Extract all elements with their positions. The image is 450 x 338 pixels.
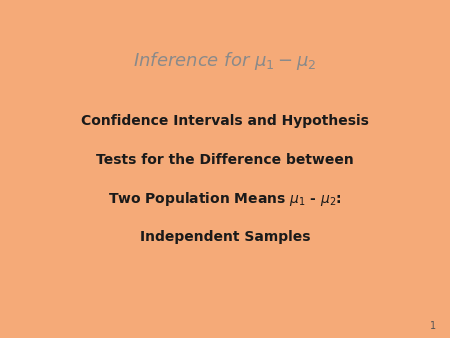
Text: 1: 1 xyxy=(430,321,436,331)
Text: Confidence Intervals and Hypothesis: Confidence Intervals and Hypothesis xyxy=(81,114,369,128)
Text: Two Population Means $\mu_1$ - $\mu_2$:: Two Population Means $\mu_1$ - $\mu_2$: xyxy=(108,190,342,208)
Text: Inference for $\mu_1 - \mu_2$: Inference for $\mu_1 - \mu_2$ xyxy=(133,50,317,72)
Text: Independent Samples: Independent Samples xyxy=(140,231,310,244)
Text: Tests for the Difference between: Tests for the Difference between xyxy=(96,153,354,167)
